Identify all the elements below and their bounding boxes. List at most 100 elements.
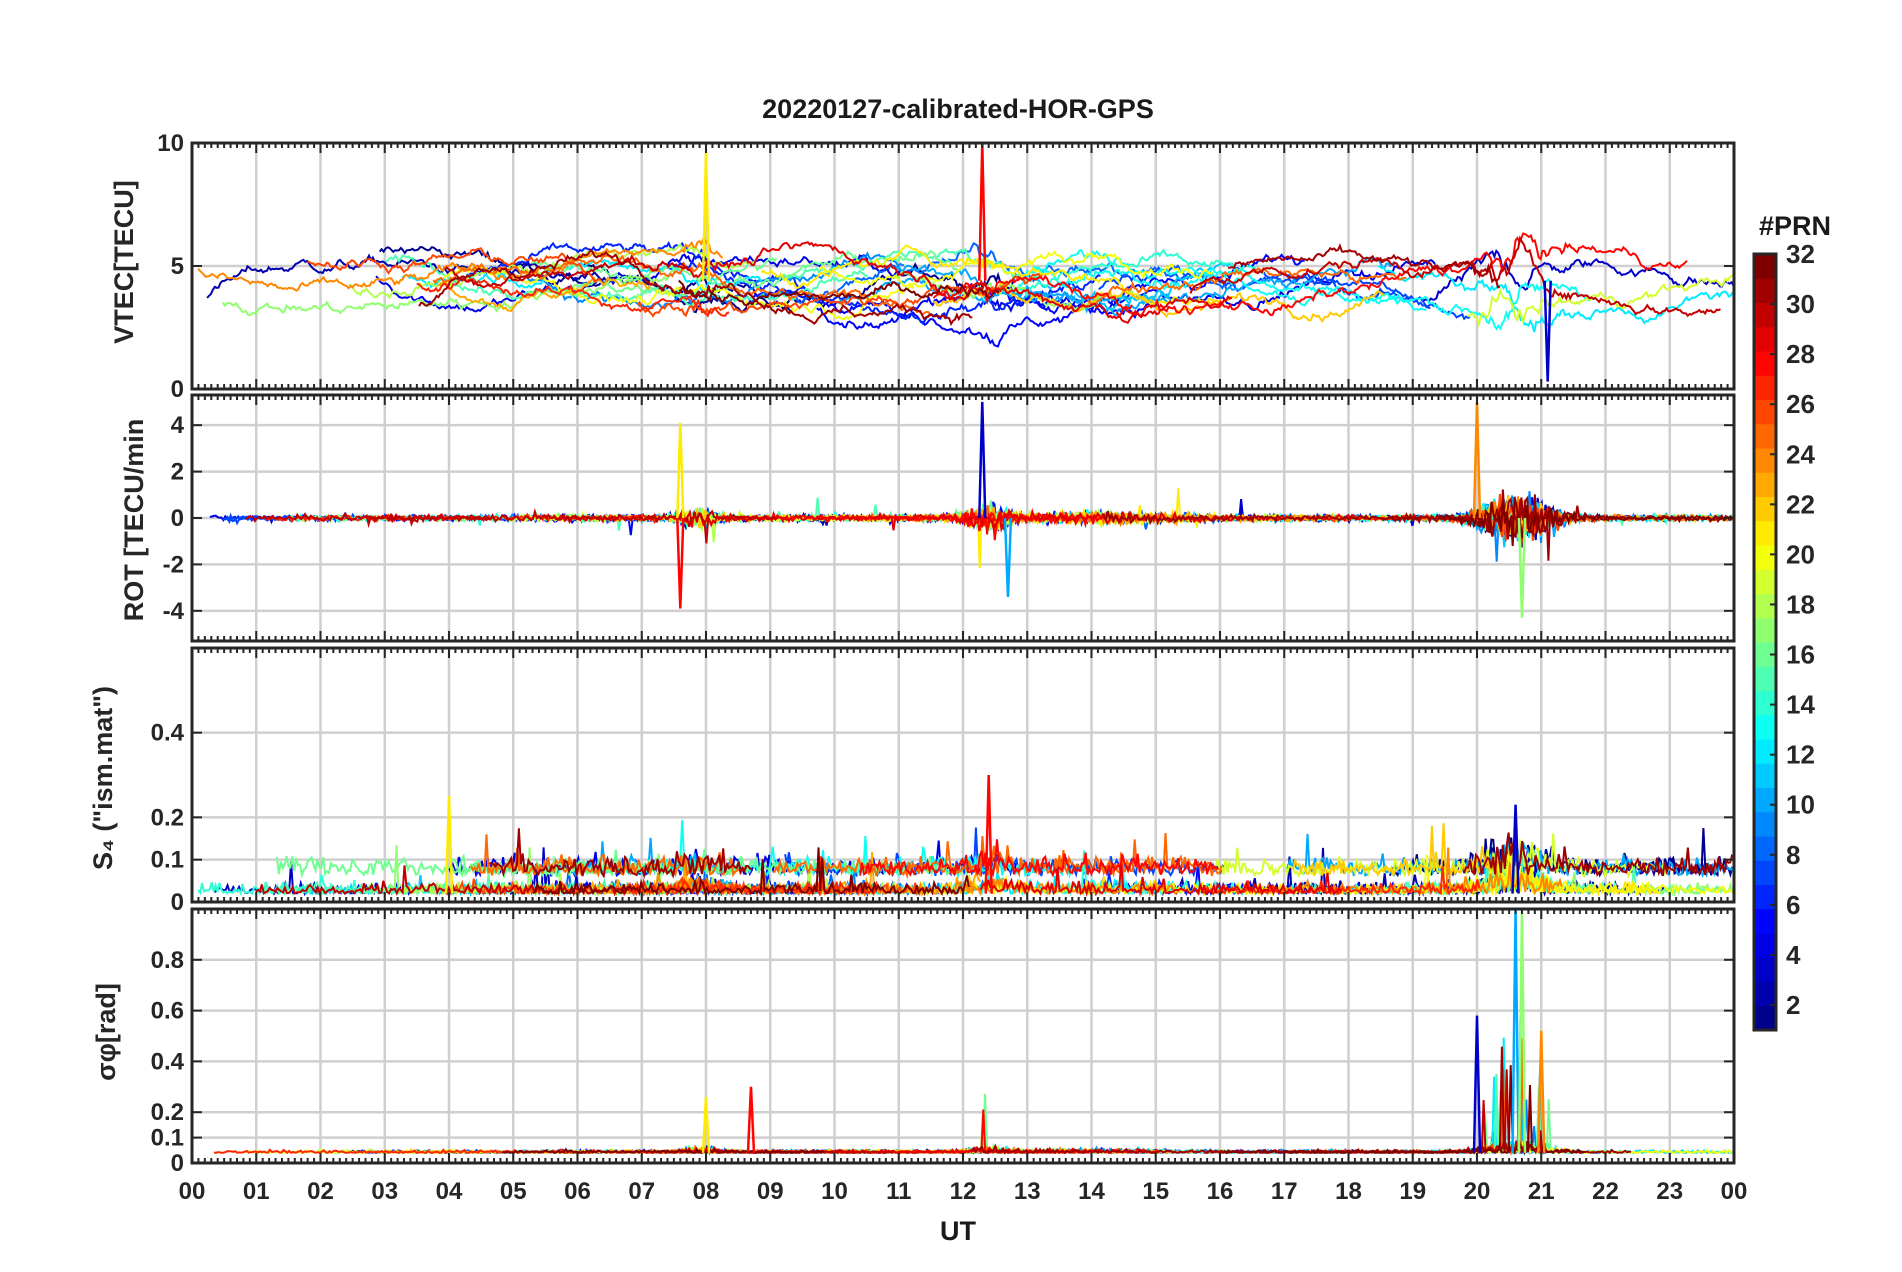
series-s4-prn-29 [979,863,1342,897]
spike-rot [676,517,685,609]
spike-sigma_phi [1517,909,1527,1153]
spike-sigma_phi [1537,1030,1546,1153]
series-vtec-prn-11 [1034,262,1234,312]
colorbar-segment [1754,472,1776,497]
x-tick-label: 12 [950,1178,977,1205]
x-tick-label: 05 [500,1178,527,1205]
x-tick-label: 21 [1528,1178,1555,1205]
series-vtec-prn-31 [1228,243,1501,289]
colorbar-segment [1754,811,1776,837]
y-axis-label-s4: S₄ ("ism.mat") [88,686,118,870]
series-vtec-prn-19 [1467,274,1734,328]
y-tick-label-sigma_phi: 0.1 [151,1125,184,1152]
colorbar-segment [1754,957,1776,982]
colorbar-tick-label: 18 [1786,589,1815,619]
series-vtec-prn-30 [444,253,691,289]
colorbar-tick-label: 14 [1786,690,1815,720]
series-sigma_phi-prn-18 [851,1111,1313,1155]
spike-sigma_phi [746,1086,756,1153]
spike-s4 [444,796,454,894]
colorbar-segment [1754,496,1776,522]
colorbar-tick-label: 28 [1786,339,1815,369]
y-tick-label-s4: 0 [171,889,184,916]
series-sigma_phi-prn-16 [1309,1089,1613,1155]
colorbar-segment [1754,617,1776,643]
colorbar-segment [1754,545,1776,570]
y-tick-label-rot: 2 [171,459,184,486]
series-vtec-prn-20 [818,250,1213,288]
x-tick-label: 00 [179,1178,206,1205]
series-vtec-prn-18 [348,243,756,300]
colorbar-segment [1754,860,1776,885]
series-sigma_phi-prn-9 [1001,1099,1552,1155]
colorbar-tick-label: 32 [1786,239,1815,269]
y-tick-label-rot: -4 [163,598,185,625]
colorbar-segment [1754,690,1776,716]
colorbar-segment [1754,1005,1776,1031]
series-s4-prn-28 [859,839,1219,878]
y-tick-label-sigma_phi: 0.2 [151,1099,184,1126]
spike-vtec [978,143,987,281]
series-vtec-prn-26 [307,247,601,284]
colorbar-segment [1754,326,1776,352]
colorbar-segment [1754,520,1776,546]
colorbar-segment [1754,836,1776,861]
colorbar-tick-label: 30 [1786,289,1815,319]
x-tick-label: 14 [1078,1178,1105,1205]
series-rot-prn-31 [1389,494,1734,561]
spike-rot [676,422,685,519]
colorbar-frame [1752,252,1778,1032]
spike-s4 [984,774,993,894]
spike-sigma_phi [1511,909,1520,1153]
colorbar-tick-label: 26 [1786,389,1815,419]
series-rot-prn-21 [803,488,1182,569]
series-s4-prn-32 [532,847,970,898]
y-tick-label-rot: 4 [171,412,185,439]
x-tick-label: 04 [436,1178,463,1205]
series-s4-prn-25 [773,832,1223,880]
y-tick-label-rot: 0 [171,505,184,532]
x-tick-label: 15 [1142,1178,1169,1205]
x-tick-label: 22 [1592,1178,1619,1205]
series-rot-prn-31 [1101,489,1568,534]
spike-s4 [1511,804,1520,894]
series-vtec-prn-29 [681,241,1233,325]
x-tick-label: 10 [821,1178,848,1205]
y-tick-label-rot: -2 [163,551,184,578]
series-sigma_phi-prn-11 [1402,1016,1733,1157]
colorbar-segment [1754,884,1776,910]
colorbar-label: #PRN [1759,211,1831,241]
axes-frames [190,141,1736,1165]
colorbar-segment [1754,254,1776,279]
series-vtec-prn-17 [893,270,1134,311]
y-axis-label-sigma-phi: σφ[rad] [91,983,121,1081]
x-tick-label: 09 [757,1178,784,1205]
x-tick-label: 03 [371,1178,398,1205]
y-axis-label-vtec: VTEC[TECU] [109,180,139,344]
colorbar-segment [1754,351,1776,376]
colorbar-tick-label: 16 [1786,640,1815,670]
x-tick-label: 20 [1464,1178,1491,1205]
colorbar-segment [1754,908,1776,934]
series-s4-prn-31 [489,828,753,880]
series-vtec-prn-24 [197,237,724,292]
x-tick-label: 07 [628,1178,655,1205]
series-group-sigma_phi [213,909,1734,1157]
series-group-vtec [197,143,1734,382]
spike-vtec [1543,280,1552,382]
spike-sigma_phi [1472,1015,1482,1153]
series-layer [197,143,1734,1157]
series-sigma_phi-prn-32 [1223,1065,1585,1155]
x-tick-label: 00 [1721,1178,1748,1205]
colorbar-segment [1754,448,1776,473]
series-sigma_phi-prn-16 [811,1093,1084,1155]
y-tick-label-sigma_phi: 0.8 [151,947,184,974]
series-s4-prn-31 [1463,832,1734,877]
series-vtec-prn-28 [1115,232,1688,317]
x-tick-label: 17 [1271,1178,1298,1205]
series-sigma_phi-prn-32 [502,1147,825,1155]
x-axis-label: UT [940,1216,976,1246]
colorbar-segment [1754,423,1776,449]
